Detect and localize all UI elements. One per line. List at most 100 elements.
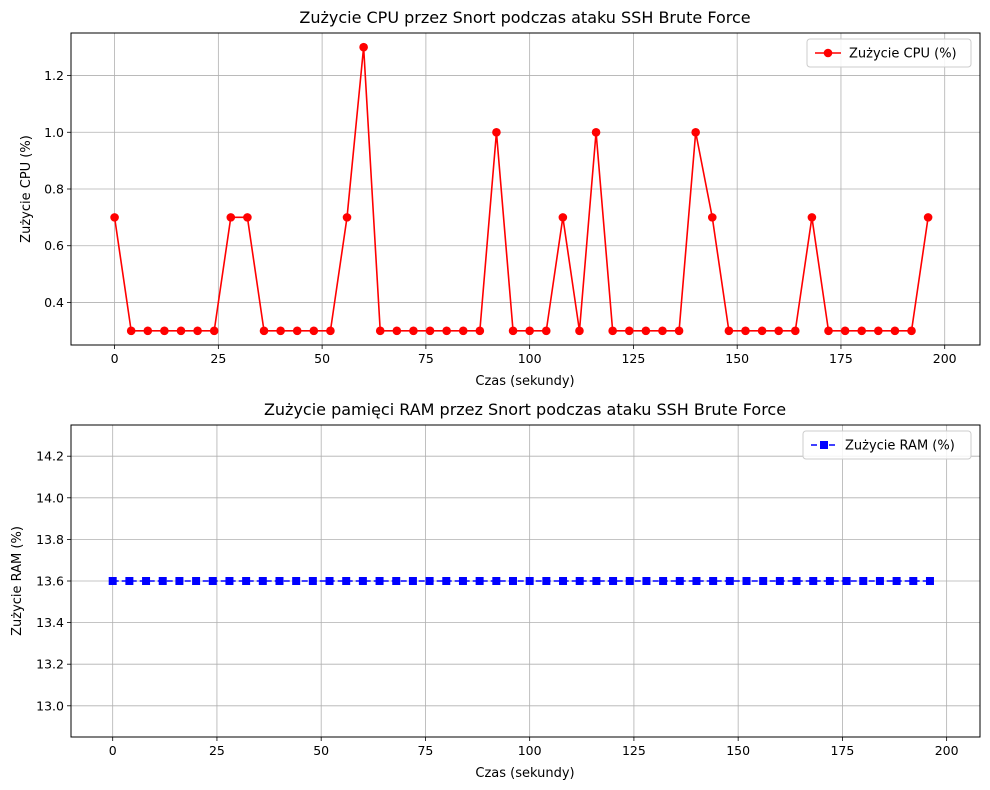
ram-data-point xyxy=(725,577,734,585)
cpu-data-point xyxy=(193,326,202,336)
ram-data-point xyxy=(325,577,334,585)
cpu-data-point xyxy=(575,326,584,336)
ram-data-point xyxy=(792,577,801,585)
ram-data-point xyxy=(392,577,401,585)
cpu-chart: Zużycie CPU przez Snort podczas ataku SS… xyxy=(19,8,981,389)
cpu-data-point xyxy=(707,213,717,222)
ram-y-tick-label: 13.8 xyxy=(36,532,64,547)
ram-y-tick-label: 13.2 xyxy=(36,657,64,672)
cpu-data-point xyxy=(508,326,518,336)
cpu-legend-label: Zużycie CPU (%) xyxy=(849,47,957,62)
ram-data-point xyxy=(358,577,367,585)
cpu-legend-box xyxy=(806,38,972,68)
cpu-data-point xyxy=(691,127,700,137)
cpu-data-point xyxy=(492,127,501,137)
cpu-data-point xyxy=(342,213,352,222)
cpu-data-point xyxy=(292,326,302,336)
cpu-data-point xyxy=(674,326,684,336)
cpu-y-tick-label: 1.2 xyxy=(44,68,64,83)
cpu-data-point xyxy=(326,326,335,336)
ram-chart: Zużycie pamięci RAM przez Snort podczas … xyxy=(10,400,981,781)
cpu-data-point xyxy=(525,326,534,336)
ram-data-point xyxy=(525,577,534,585)
cpu-y-tick-label: 0.8 xyxy=(44,182,64,197)
ram-data-point xyxy=(909,577,918,585)
cpu-x-tick-label: 150 xyxy=(725,351,749,366)
ram-data-point xyxy=(559,577,568,585)
cpu-data-point xyxy=(226,213,236,222)
ram-data-point xyxy=(659,577,668,585)
cpu-data-point xyxy=(425,326,435,336)
ram-y-axis-label: Zużycie RAM (%) xyxy=(10,526,25,636)
cpu-data-point xyxy=(375,326,385,336)
ram-data-point xyxy=(308,577,317,585)
ram-y-tick-label: 13.6 xyxy=(36,574,64,589)
ram-y-tick-label: 14.2 xyxy=(36,449,64,464)
cpu-data-point xyxy=(807,213,817,222)
ram-data-point xyxy=(108,577,117,585)
ram-chart-title: Zużycie pamięci RAM przez Snort podczas … xyxy=(264,400,786,419)
cpu-x-tick-label: 50 xyxy=(314,351,330,366)
cpu-data-point xyxy=(890,326,900,336)
ram-data-point xyxy=(609,577,618,585)
ram-data-point xyxy=(575,577,584,585)
ram-data-point xyxy=(292,577,301,585)
cpu-data-point xyxy=(409,326,418,336)
ram-data-point xyxy=(208,577,217,585)
ram-data-point xyxy=(775,577,784,585)
cpu-data-point xyxy=(907,326,916,336)
cpu-data-point xyxy=(923,213,933,222)
ram-data-point xyxy=(242,577,251,585)
ram-x-tick-label: 150 xyxy=(726,743,750,758)
cpu-data-point xyxy=(757,326,767,336)
cpu-data-point xyxy=(359,42,368,52)
cpu-data-point xyxy=(392,326,402,336)
cpu-data-point xyxy=(176,326,186,336)
ram-data-point xyxy=(342,577,351,585)
ram-x-tick-label: 25 xyxy=(209,743,225,758)
cpu-data-point xyxy=(774,326,783,336)
ram-data-point xyxy=(158,577,167,585)
ram-data-point xyxy=(692,577,701,585)
cpu-data-point xyxy=(874,326,883,336)
cpu-data-point xyxy=(143,326,153,336)
cpu-data-point xyxy=(442,326,451,336)
cpu-data-point xyxy=(126,326,136,336)
ram-x-tick-label: 50 xyxy=(313,743,329,758)
ram-data-point xyxy=(892,577,901,585)
cpu-y-axis-label: Zużycie CPU (%) xyxy=(19,135,34,243)
cpu-data-point xyxy=(840,326,850,336)
ram-data-point xyxy=(709,577,718,585)
cpu-x-tick-label: 200 xyxy=(933,351,957,366)
ram-x-tick-label: 100 xyxy=(518,743,542,758)
cpu-data-point xyxy=(608,326,617,336)
ram-data-point xyxy=(142,577,151,585)
ram-data-point xyxy=(759,577,768,585)
ram-data-point xyxy=(492,577,501,585)
cpu-data-point xyxy=(857,326,867,336)
cpu-data-point xyxy=(658,326,667,336)
ram-data-point xyxy=(258,577,267,585)
ram-y-tick-label: 14.0 xyxy=(36,490,64,505)
ram-data-point xyxy=(425,577,434,585)
ram-data-point xyxy=(625,577,634,585)
cpu-data-point xyxy=(790,326,800,336)
ram-y-tick-label: 13.0 xyxy=(36,698,64,713)
ram-data-point xyxy=(825,577,834,585)
cpu-x-tick-label: 175 xyxy=(829,351,853,366)
ram-data-point xyxy=(408,577,417,585)
cpu-y-tick-label: 0.4 xyxy=(44,295,64,310)
ram-data-point xyxy=(925,577,934,585)
cpu-data-point xyxy=(276,326,285,336)
ram-data-point xyxy=(475,577,484,585)
ram-x-tick-label: 0 xyxy=(109,743,117,758)
cpu-x-tick-label: 100 xyxy=(518,351,542,366)
ram-x-axis-label: Czas (sekundy) xyxy=(475,766,574,781)
ram-x-tick-label: 200 xyxy=(935,743,959,758)
cpu-data-point xyxy=(558,213,568,222)
ram-data-point xyxy=(508,577,517,585)
cpu-data-point xyxy=(259,326,269,336)
ram-x-tick-label: 175 xyxy=(830,743,854,758)
cpu-data-point xyxy=(624,326,634,336)
